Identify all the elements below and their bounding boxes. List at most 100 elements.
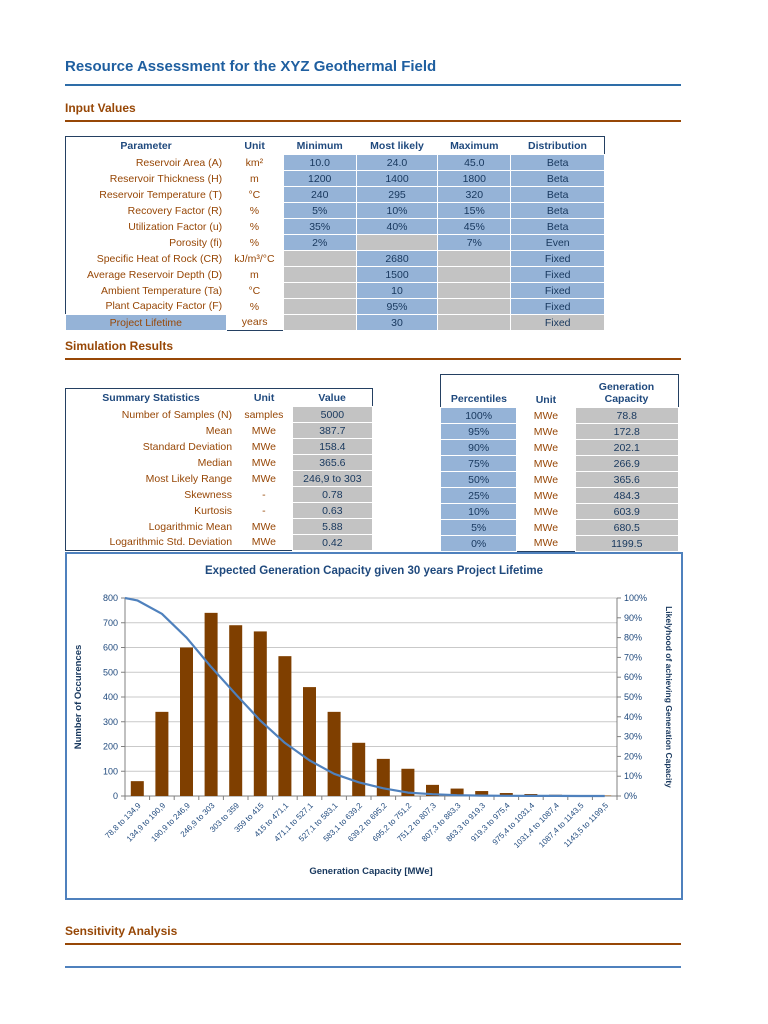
col-header-unit: Unit [244, 139, 265, 152]
maximum-cell [437, 282, 512, 299]
parameter-cell: Average Reservoir Depth (D) [86, 268, 223, 281]
value-cell: 0.42 [291, 534, 374, 551]
right-axis-tick-label: 80% [624, 633, 642, 643]
maximum-cell: 45.0 [437, 154, 512, 171]
col-header-percentile-unit: Unit [535, 393, 557, 406]
col-header-generation-capacity: Generation Capacity [598, 380, 655, 405]
unit-cell: MWe [533, 425, 559, 438]
unit-cell: MWe [533, 457, 559, 470]
secondary-y-axis-title: Likelyhood of achieving Generation Capac… [664, 606, 674, 788]
percentile-cell: 50% [439, 471, 518, 488]
unit-cell: kJ/m³/°C [234, 252, 275, 265]
left-axis-tick-label: 0 [113, 791, 118, 801]
percentiles-table: Percentiles Unit Generation Capacity 100… [439, 374, 680, 552]
minimum-cell [282, 298, 357, 315]
maximum-cell: 7% [437, 234, 512, 251]
input-row: Reservoir Area (A) km² 10.0 24.0 45.0 Beta [66, 154, 605, 171]
distribution-cell: Beta [510, 218, 605, 235]
most-likely-cell: 295 [355, 186, 439, 203]
distribution-cell: Fixed [510, 298, 605, 315]
unit-cell: - [262, 504, 266, 517]
unit-cell: m [250, 268, 259, 281]
maximum-cell [437, 266, 512, 283]
unit-cell: MWe [533, 441, 559, 454]
percentile-row: 95% MWe 172.8 [439, 423, 680, 440]
maximum-cell [437, 250, 512, 267]
section-heading-sensitivity-analysis: Sensitivity Analysis [65, 924, 681, 945]
distribution-cell: Even [510, 234, 605, 251]
right-axis-tick-label: 30% [624, 732, 642, 742]
input-row: Plant Capacity Factor (F)% 95% Fixed [66, 298, 605, 315]
value-cell: 246,9 to 303 [291, 470, 374, 487]
statistic-label-cell: Standard Deviation [142, 440, 233, 453]
input-row: Project Lifetime years 30 Fixed [65, 314, 605, 331]
percentile-cell: 25% [439, 487, 518, 504]
summary-row: Logarithmic Mean MWe 5.88 [66, 518, 374, 535]
statistic-label-cell: Logarithmic Std. Deviation [109, 536, 233, 549]
histogram-bar [204, 612, 218, 796]
col-header-summary-statistics: Summary Statistics [102, 391, 200, 404]
unit-cell: MWe [251, 424, 277, 437]
statistic-label-cell: Most Likely Range [145, 472, 233, 485]
distribution-cell: Fixed [510, 250, 605, 267]
input-row: Porosity (fi)% 2% 7% Even [66, 234, 605, 251]
capacity-cell: 266.9 [574, 455, 680, 472]
percentile-row: 90% MWe 202.1 [439, 439, 680, 456]
parameter-cell: Plant Capacity Factor (F) [105, 300, 223, 313]
percentile-table-body: 100% MWe 78.8 95% MWe 172.8 90% MWe 202.1 75% MWe 2… [439, 407, 680, 552]
minimum-cell: 1200 [282, 170, 357, 187]
capacity-cell: 172.8 [574, 423, 680, 440]
capacity-cell: 365.6 [574, 471, 680, 488]
distribution-cell: Beta [510, 170, 605, 187]
histogram-bar [450, 788, 464, 796]
most-likely-cell: 1400 [355, 170, 439, 187]
input-row: Specific Heat of Rock (CR) kJ/m³/°C 2680 Fi… [66, 250, 605, 267]
unit-cell: - [262, 488, 266, 501]
summary-row: Standard Deviation MWe 158.4 [66, 438, 374, 455]
percentile-row: 25% MWe 484.3 [439, 487, 680, 504]
col-header-distribution: Distribution [527, 139, 587, 152]
right-axis-tick-label: 50% [624, 692, 642, 702]
col-header-percentiles: Percentiles [450, 393, 507, 405]
most-likely-cell: 1500 [355, 266, 439, 283]
histogram-bar [499, 793, 513, 796]
unit-cell: MWe [533, 521, 559, 534]
value-cell: 158.4 [291, 438, 374, 455]
percentile-cell: 75% [439, 455, 518, 472]
unit-cell: °C [248, 284, 261, 297]
col-header-maximum: Maximum [450, 139, 499, 152]
percentile-row: 100% MWe 78.8 [439, 407, 680, 424]
distribution-cell: Fixed [510, 314, 605, 331]
distribution-cell: Beta [510, 202, 605, 219]
right-axis-tick-label: 10% [624, 771, 642, 781]
right-axis-tick-label: 20% [624, 751, 642, 761]
minimum-cell [282, 314, 357, 331]
section-heading-simulation-results: Simulation Results [65, 339, 681, 360]
statistic-label-cell: Median [197, 456, 233, 469]
y-axis-title: Number of Occurences [73, 645, 84, 750]
input-table-body: Reservoir Area (A) km² 10.0 24.0 45.0 Beta Res… [65, 154, 605, 331]
histogram-bar [327, 711, 341, 796]
histogram-bar [253, 631, 267, 796]
percentile-row: 75% MWe 266.9 [439, 455, 680, 472]
percentile-cell: 95% [439, 423, 518, 440]
distribution-cell: Beta [510, 186, 605, 203]
distribution-cell: Fixed [510, 282, 605, 299]
capacity-cell: 680.5 [574, 519, 680, 536]
left-axis-tick-label: 100 [103, 766, 118, 776]
summary-table-header-row: Summary Statistics Unit Value [66, 389, 373, 407]
parameter-cell: Reservoir Temperature (T) [99, 188, 223, 201]
percentile-cell: 90% [439, 439, 518, 456]
statistic-label-cell: Logarithmic Mean [148, 520, 233, 533]
histogram-bar [475, 791, 489, 796]
input-row: Reservoir Thickness (H) m 1200 1400 1800 Beta [66, 170, 605, 187]
most-likely-cell: 40% [355, 218, 439, 235]
minimum-cell: 35% [282, 218, 357, 235]
capacity-cell: 603.9 [574, 503, 680, 520]
unit-cell: MWe [533, 489, 559, 502]
percentile-row: 10% MWe 603.9 [439, 503, 680, 520]
most-likely-cell: 2680 [355, 250, 439, 267]
unit-cell: MWe [533, 537, 559, 550]
minimum-cell: 5% [282, 202, 357, 219]
